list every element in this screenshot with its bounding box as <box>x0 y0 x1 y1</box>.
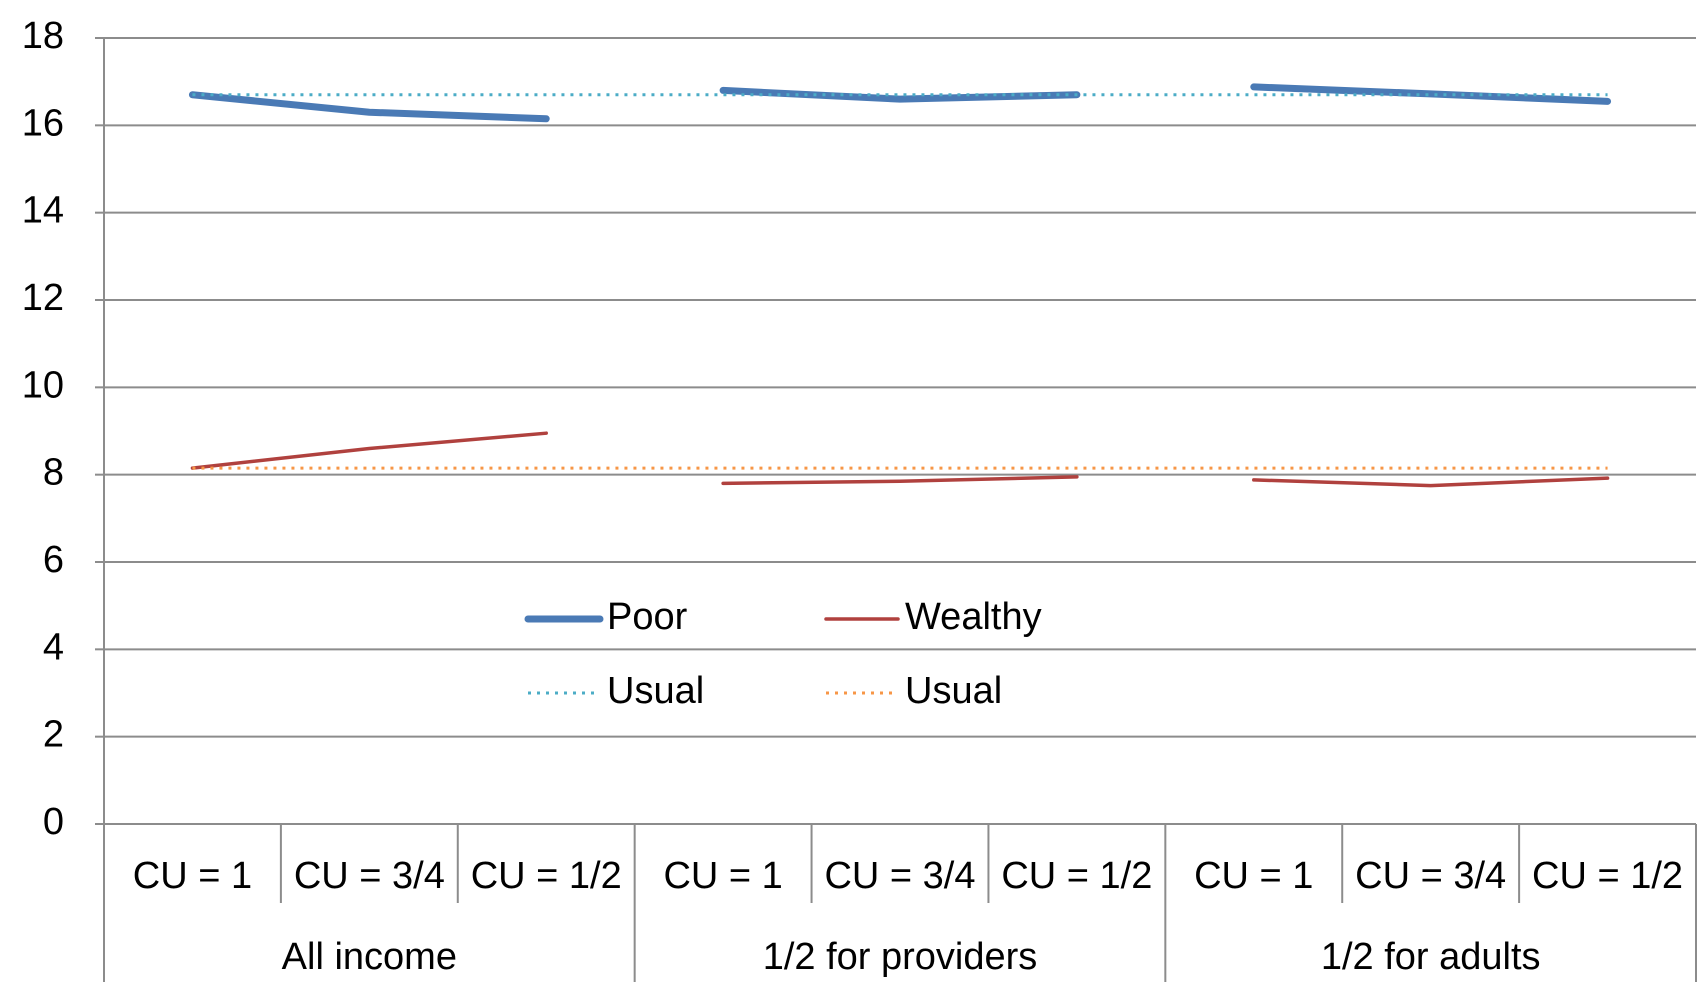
x-tick-label: CU = 1/2 <box>1532 855 1683 897</box>
y-tick-label: 2 <box>43 714 64 756</box>
series-line <box>190 431 548 470</box>
y-tick-label: 12 <box>22 277 64 319</box>
x-tick-label: CU = 3/4 <box>1355 855 1506 897</box>
group-label: All income <box>282 936 457 978</box>
y-tick-label: 18 <box>22 15 64 57</box>
x-tick-label: CU = 1/2 <box>471 855 622 897</box>
x-tick-label: CU = 1 <box>663 855 782 897</box>
y-tick-label: 4 <box>43 626 64 668</box>
y-tick-label: 8 <box>43 452 64 494</box>
series-line <box>1250 83 1612 105</box>
legend-label: Usual <box>607 670 704 712</box>
x-tick-label: CU = 1/2 <box>1001 855 1152 897</box>
legend-label: Poor <box>607 596 688 638</box>
group-label: 1/2 for adults <box>1321 936 1541 978</box>
legend-label: Usual <box>905 670 1002 712</box>
y-tick-label: 0 <box>43 801 64 843</box>
y-tick-label: 10 <box>22 364 64 406</box>
legend-label: Wealthy <box>905 596 1042 638</box>
y-tick-label: 6 <box>43 539 64 581</box>
x-tick-label: CU = 1 <box>1194 855 1313 897</box>
group-label: 1/2 for providers <box>763 936 1038 978</box>
series-line <box>188 91 550 123</box>
y-tick-label: 16 <box>22 102 64 144</box>
series-line <box>721 475 1079 486</box>
series-line <box>719 86 1081 103</box>
x-tick-label: CU = 1 <box>133 855 252 897</box>
series-line <box>1252 476 1610 488</box>
x-tick-label: CU = 3/4 <box>824 855 975 897</box>
x-tick-label: CU = 3/4 <box>294 855 445 897</box>
y-tick-label: 14 <box>22 190 64 232</box>
